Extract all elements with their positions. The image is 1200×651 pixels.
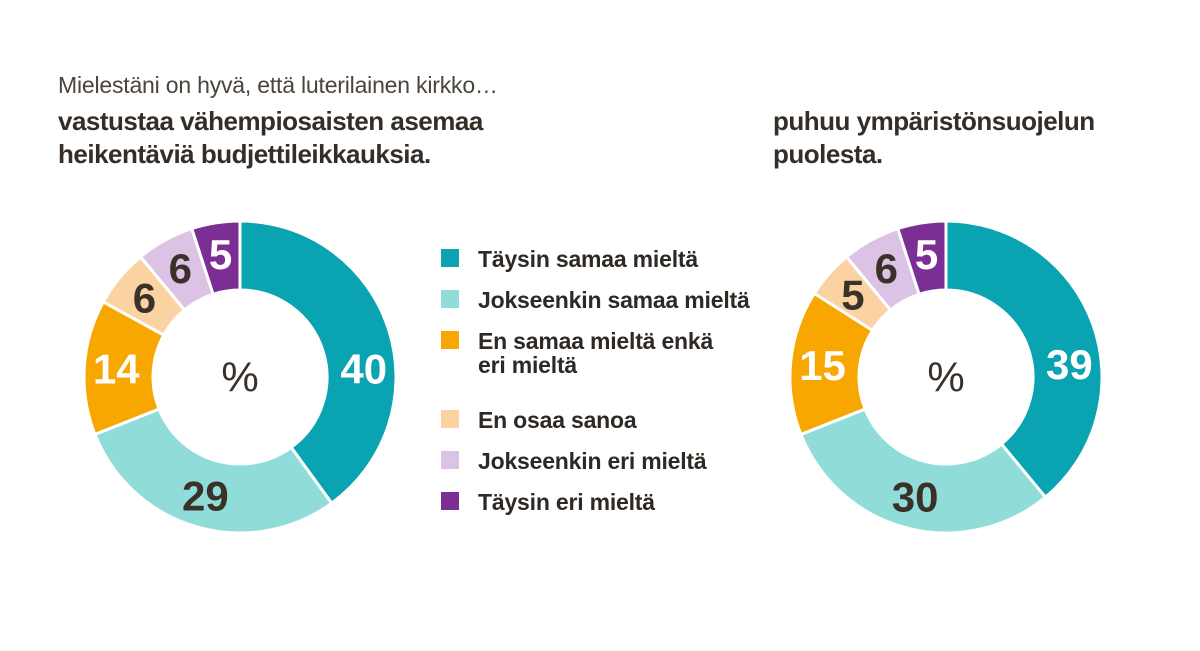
right-donut-chart: 39 30 15 5 6 5% bbox=[788, 219, 1104, 535]
left-donut-chart: 40 29 14 6 6 5% bbox=[82, 219, 398, 535]
legend-swatch bbox=[441, 249, 459, 267]
legend-swatch bbox=[441, 492, 459, 510]
legend-item-label: Täysin eri mieltä bbox=[478, 489, 655, 515]
donut-center-label: % bbox=[927, 354, 964, 401]
right-chart-title: puhuu ympäristönsuojelun puolesta. bbox=[773, 106, 1095, 169]
legend-item-label: Jokseenkin samaa mieltä bbox=[478, 287, 750, 313]
donut-center-label: % bbox=[221, 354, 258, 401]
slice-1-jokseenkin-samaa-mielt- bbox=[93, 407, 334, 535]
legend-swatch bbox=[441, 451, 459, 469]
slice-1-jokseenkin-samaa-mielt- bbox=[799, 407, 1048, 535]
slice-5-t-ysin-eri-mielt- bbox=[189, 219, 242, 297]
left-chart-title: vastustaa vähempiosaisten asemaa heikent… bbox=[58, 106, 483, 169]
legend-item-2: En samaa mieltä enkä eri mieltä bbox=[441, 329, 750, 377]
legend-item-4: Jokseenkin eri mieltä bbox=[441, 449, 750, 473]
slice-value-label: 5 bbox=[915, 231, 938, 278]
chart-intro-title: Mielestäni on hyvä, että luterilainen ki… bbox=[58, 72, 498, 98]
slice-value-label: 5 bbox=[841, 271, 864, 318]
slice-value-label: 6 bbox=[875, 245, 898, 292]
slice-value-label: 15 bbox=[799, 342, 846, 389]
legend-swatch bbox=[441, 290, 459, 308]
donut-svg: 39 30 15 56 5% bbox=[788, 219, 1104, 535]
slice-0-t-ysin-samaa-mielt- bbox=[238, 219, 398, 506]
slice-value-label: 5 bbox=[209, 231, 232, 278]
chart-legend: Täysin samaa mieltä Jokseenkin samaa miel… bbox=[441, 247, 750, 531]
legend-item-label: En samaa mieltä enkä eri mieltä bbox=[478, 328, 714, 378]
legend-item-0: Täysin samaa mieltä bbox=[441, 247, 750, 271]
legend-swatch bbox=[441, 410, 459, 428]
slice-value-label: 6 bbox=[133, 274, 156, 321]
slice-value-label: 30 bbox=[892, 474, 939, 521]
slice-value-label: 40 bbox=[340, 346, 387, 393]
legend-swatch bbox=[441, 331, 459, 349]
legend-item-3: En osaa sanoa bbox=[441, 408, 750, 432]
legend-item-label: En osaa sanoa bbox=[478, 407, 637, 433]
slice-value-label: 14 bbox=[93, 346, 140, 393]
legend-item-5: Täysin eri mieltä bbox=[441, 490, 750, 514]
slice-value-label: 39 bbox=[1046, 341, 1093, 388]
slice-value-label: 29 bbox=[182, 473, 229, 520]
slice-0-t-ysin-samaa-mielt- bbox=[944, 219, 1104, 500]
legend-item-label: Jokseenkin eri mieltä bbox=[478, 448, 707, 474]
slice-5-t-ysin-eri-mielt- bbox=[895, 219, 948, 297]
slice-value-label: 6 bbox=[169, 245, 192, 292]
legend-item-label: Täysin samaa mieltä bbox=[478, 246, 698, 272]
legend-item-1: Jokseenkin samaa mieltä bbox=[441, 288, 750, 312]
